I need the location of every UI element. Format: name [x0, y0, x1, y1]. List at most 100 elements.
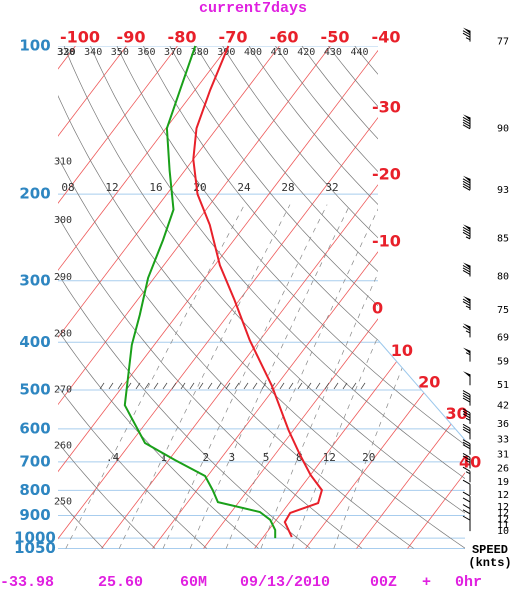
dry-adiabat-label: 250 — [54, 497, 72, 508]
dry-adiabat-label: 330 — [58, 47, 76, 58]
wind-speed-label: 42 — [497, 401, 509, 412]
wind-speed-label: 77 — [497, 37, 509, 48]
pressure-label: 100 — [19, 37, 50, 55]
barb-half — [465, 305, 471, 309]
barb-pennant — [463, 224, 470, 231]
hatch — [216, 382, 222, 390]
dry-adiabat-label: 280 — [54, 329, 72, 340]
wind-speed-label: 12 — [497, 515, 509, 526]
dry-adiabat-label: 320 — [57, 47, 75, 58]
mixing-ratio-label: 8 — [296, 451, 303, 464]
barb-pennant — [463, 262, 470, 269]
wind-barb — [462, 479, 471, 496]
barb-full — [462, 229, 471, 235]
barb-pennant — [463, 371, 470, 378]
isotherm-label: -50 — [321, 28, 350, 47]
isotherm — [305, 46, 465, 549]
hatch — [315, 382, 321, 390]
dry-adiabat-label: 400 — [244, 47, 262, 58]
isotherm-label: -60 — [270, 28, 299, 47]
barb-full — [462, 119, 471, 125]
wind-barb — [462, 408, 471, 424]
hatch — [351, 382, 357, 390]
wind-barb — [462, 114, 471, 130]
hatch — [144, 382, 150, 390]
barb-half — [465, 417, 471, 421]
wind-barb — [462, 323, 471, 338]
dry-adiabat-label: 340 — [84, 47, 102, 58]
barb-pennant — [463, 27, 470, 34]
footer-text: -33.98 — [0, 574, 54, 591]
wind-speed-label: 12 — [497, 490, 509, 501]
pressure-label: 400 — [19, 333, 50, 351]
wind-speed-label: 12 — [497, 502, 509, 513]
wind-speed-label: 90 — [497, 123, 509, 134]
barb-full — [462, 413, 471, 419]
wind-speed-label: 26 — [497, 463, 509, 474]
footer-text: + — [422, 574, 431, 591]
wind-speed-label: 93 — [497, 185, 509, 196]
mixing-ratio-line — [291, 204, 436, 549]
isotherm — [152, 46, 465, 549]
mixing-ratio-label: 3 — [228, 451, 235, 464]
wind-barb — [462, 27, 471, 42]
hatch — [108, 382, 114, 390]
barb-full — [462, 444, 471, 450]
pressure-label: 500 — [19, 380, 50, 398]
wind-speed-label: 59 — [497, 357, 509, 368]
wind-speed-label: 75 — [497, 305, 509, 316]
wind-barb — [463, 347, 471, 362]
speed-label: SPEED — [472, 543, 508, 557]
mixing-ratio-line — [225, 204, 381, 549]
mixing-ratio-line — [333, 204, 465, 549]
wind-barb — [462, 390, 471, 406]
dry-adiabat — [63, 46, 465, 549]
isotherm-label: 20 — [418, 373, 440, 392]
upper-label: 32 — [325, 181, 338, 194]
dry-adiabat-label: 430 — [324, 47, 342, 58]
hatch — [225, 382, 231, 390]
isotherm-label: 10 — [391, 341, 413, 360]
wind-barb — [462, 515, 471, 532]
upper-label: 08 — [61, 181, 74, 194]
isotherm — [58, 46, 178, 549]
barb-pennant — [463, 347, 470, 354]
hatch — [252, 382, 258, 390]
dry-adiabat-label: 310 — [54, 157, 72, 168]
plot-boundary — [377, 339, 466, 441]
isotherm-label: -80 — [168, 28, 197, 47]
hatch — [261, 382, 267, 390]
barb-full — [462, 491, 471, 497]
dry-adiabat — [301, 46, 465, 549]
temperature-line — [192, 45, 324, 538]
barb-full — [462, 497, 471, 503]
dry-adiabat — [58, 46, 311, 549]
barb-full — [462, 124, 471, 130]
mixing-ratio-label: 5 — [263, 451, 270, 464]
isotherm — [58, 46, 280, 549]
mixing-ratio-line — [189, 204, 351, 549]
wind-barb — [462, 466, 471, 483]
barb-full — [462, 466, 471, 472]
mixing-ratio-line — [65, 204, 245, 549]
footer-text: 09/13/2010 — [240, 574, 330, 591]
barb-full — [462, 515, 471, 521]
hatch — [171, 382, 177, 390]
wind-barb — [463, 371, 471, 386]
wind-speed-label: 12 — [497, 508, 509, 519]
hatch — [153, 382, 159, 390]
dry-adiabat-label: 420 — [297, 47, 315, 58]
barb-full — [462, 30, 471, 36]
barb-full — [462, 504, 471, 509]
barb-full — [462, 453, 471, 458]
plot-area — [58, 46, 465, 549]
dry-adiabat-label: 360 — [137, 47, 155, 58]
hatch — [342, 382, 348, 390]
mixing-ratio-label: .4 — [106, 451, 120, 464]
mixing-ratio-label: 12 — [323, 451, 336, 464]
isotherm — [58, 46, 382, 549]
upper-label: 16 — [149, 181, 162, 194]
wind-speed-label: 85 — [497, 233, 509, 244]
wind-speed-label: 33 — [497, 434, 509, 445]
